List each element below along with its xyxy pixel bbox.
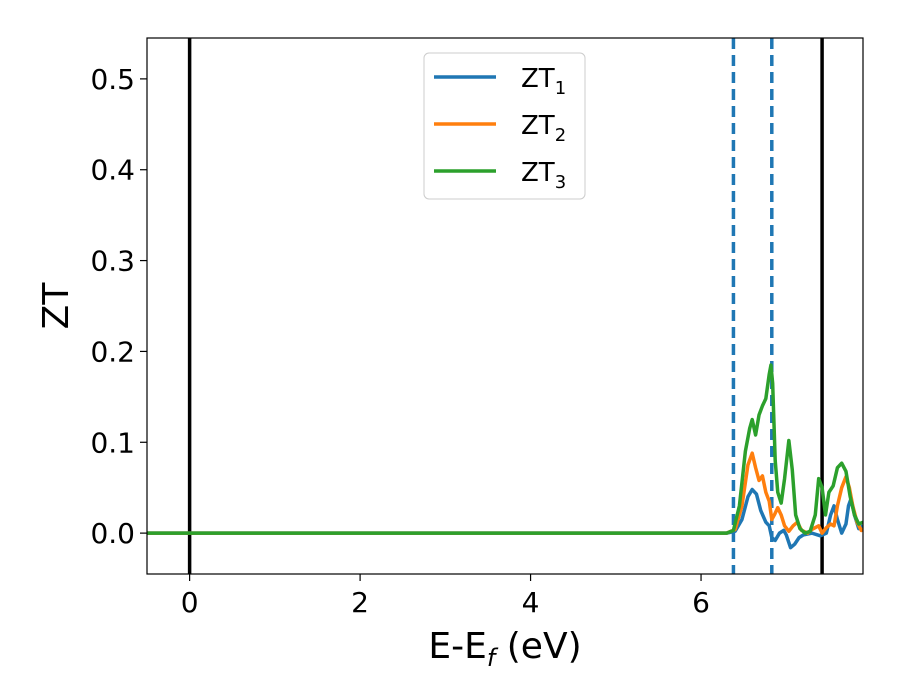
legend-label-zt2: ZT2 <box>521 111 566 146</box>
legend-label-zt1: ZT1 <box>521 64 566 99</box>
series-line-zt3 <box>147 363 863 535</box>
legend: ZT1 ZT2 ZT3 <box>423 52 586 200</box>
y-tick-label: 0.1 <box>90 426 135 459</box>
y-axis-label: ZT <box>36 282 77 330</box>
series-line-zt2 <box>147 451 863 535</box>
y-tick-label: 0.2 <box>90 335 135 368</box>
y-tick-label: 0.0 <box>90 517 135 550</box>
series-line-zt1 <box>147 487 863 550</box>
legend-label-zt3: ZT3 <box>521 158 566 193</box>
x-tick-label: 0 <box>181 586 199 619</box>
y-tick-label: 0.5 <box>90 63 135 96</box>
x-tick-label: 6 <box>692 586 710 619</box>
x-axis: 0 2 4 6 <box>181 574 710 619</box>
y-tick-label: 0.3 <box>90 245 135 278</box>
y-tick-label: 0.4 <box>90 154 135 187</box>
x-axis-label: E-Ef (eV) <box>428 626 581 672</box>
series-lines <box>147 363 863 550</box>
plot-frame <box>146 37 864 575</box>
x-tick-label: 2 <box>351 586 369 619</box>
legend-frame <box>423 52 586 200</box>
x-tick-label: 4 <box>522 586 540 619</box>
y-axis: 0.0 0.1 0.2 0.3 0.4 0.5 <box>90 63 147 550</box>
